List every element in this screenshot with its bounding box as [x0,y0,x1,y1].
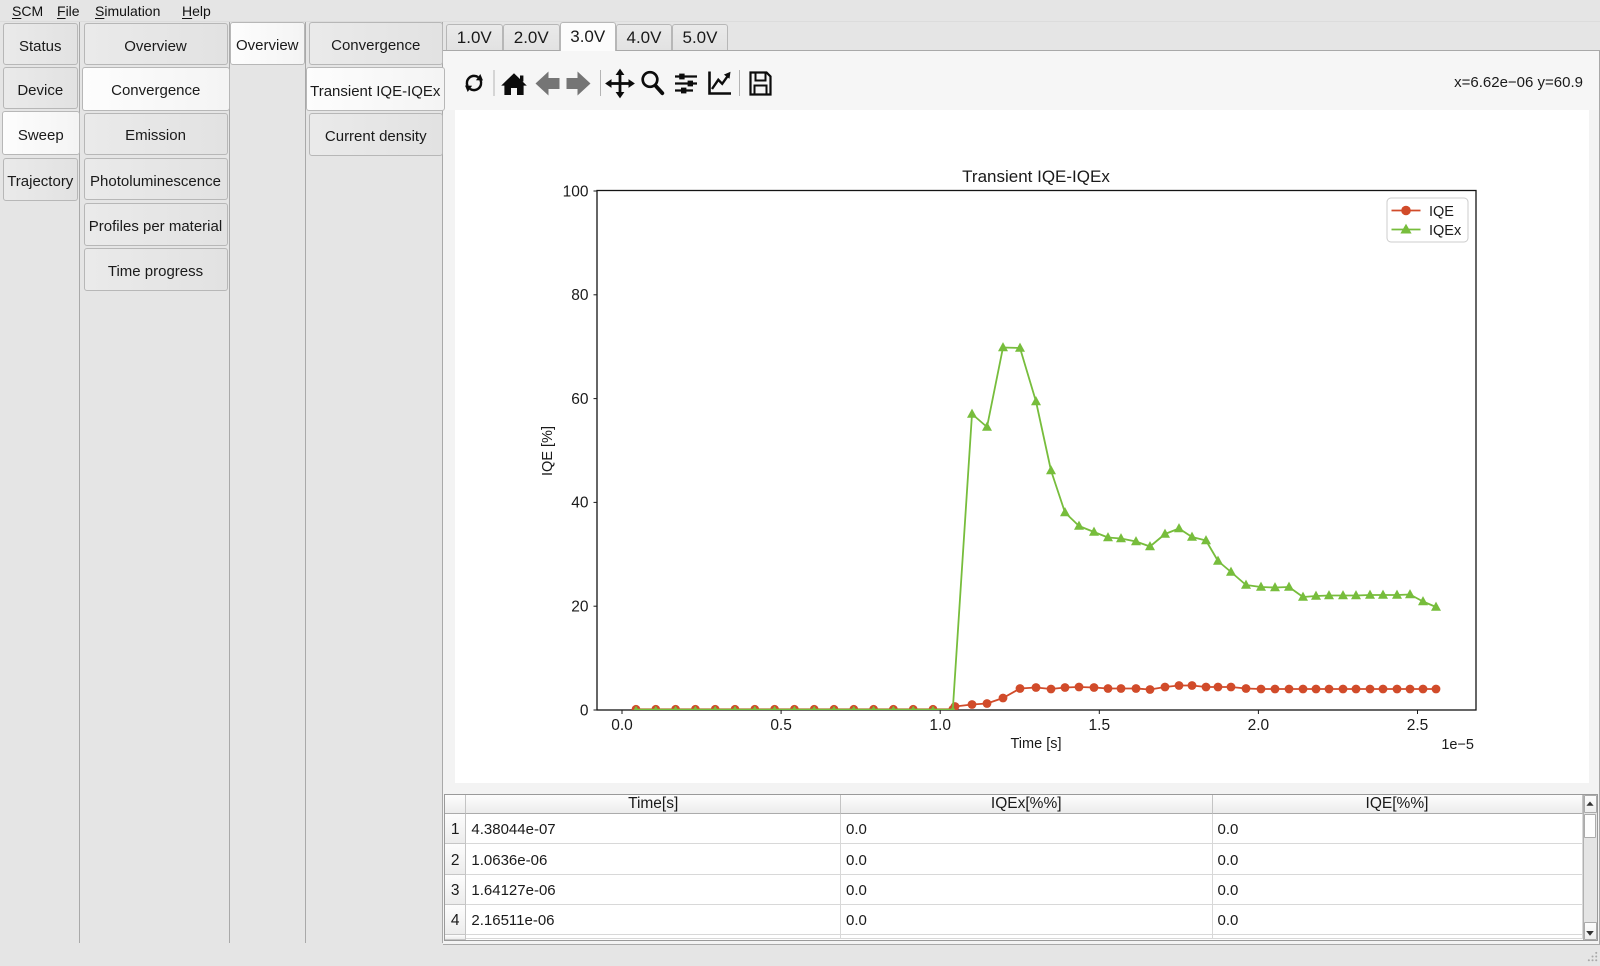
svg-text:1.5: 1.5 [1089,717,1111,734]
svg-text:1e−5: 1e−5 [1441,737,1474,753]
svg-text:40: 40 [571,495,589,512]
svg-text:20: 20 [571,599,589,616]
svg-text:2.5: 2.5 [1407,717,1429,734]
svg-text:0: 0 [580,702,589,719]
svg-text:Time [s]: Time [s] [1010,736,1061,752]
svg-text:2.0: 2.0 [1248,717,1270,734]
svg-text:80: 80 [571,287,589,304]
svg-text:100: 100 [563,183,589,200]
svg-text:Transient IQE-IQEx: Transient IQE-IQEx [962,167,1110,186]
svg-text:0.5: 0.5 [770,717,792,734]
svg-text:1.0: 1.0 [929,717,951,734]
svg-text:IQE [%]: IQE [%] [540,426,556,476]
svg-text:IQEx: IQEx [1429,223,1462,239]
svg-text:60: 60 [571,391,589,408]
svg-text:IQE: IQE [1429,204,1454,220]
svg-text:0.0: 0.0 [611,717,633,734]
